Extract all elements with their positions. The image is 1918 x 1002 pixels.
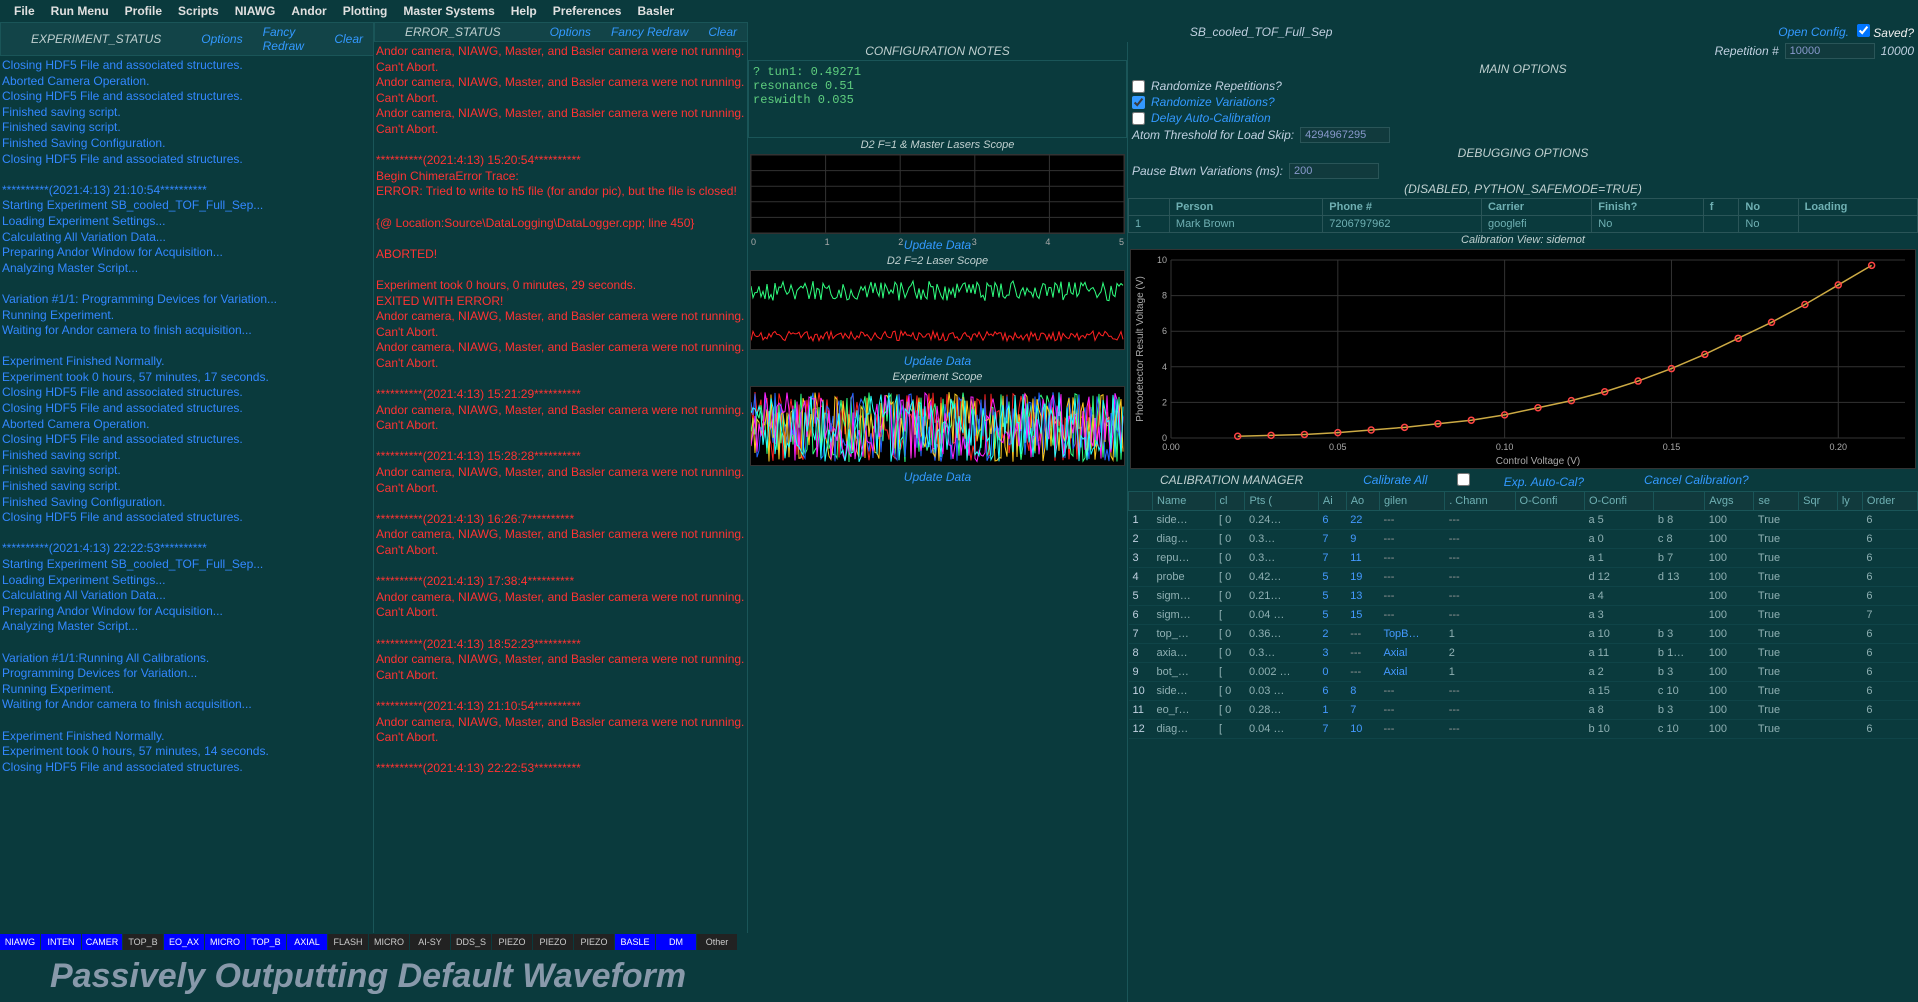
err-status-header: ERROR_STATUS Options Fancy Redraw Clear <box>374 22 748 42</box>
device-btn-piezo[interactable]: PIEZO <box>533 934 573 950</box>
big-status-text: Passively Outputting Default Waveform <box>0 951 748 1002</box>
svg-text:4: 4 <box>1162 362 1167 372</box>
experiment-log[interactable]: Closing HDF5 File and associated structu… <box>0 56 374 933</box>
svg-text:0: 0 <box>1162 433 1167 443</box>
svg-text:8: 8 <box>1162 291 1167 301</box>
device-btn-dds_s[interactable]: DDS_S <box>451 934 491 950</box>
exp-clear-link[interactable]: Clear <box>324 30 373 48</box>
svg-text:Photodetector Result Voltage (: Photodetector Result Voltage (V) <box>1135 276 1146 422</box>
device-button-row: NIAWGINTENCAMERTOP_BEO_AXMICROTOP_BAXIAL… <box>0 933 748 951</box>
err-options-link[interactable]: Options <box>540 23 601 41</box>
cal-chart-title: Calibration View: sidemot <box>1128 233 1918 247</box>
scope1-plot: 012345012345 <box>750 154 1125 234</box>
rand-var-label: Randomize Variations? <box>1151 95 1275 109</box>
svg-text:0.10: 0.10 <box>1496 442 1514 452</box>
exp-status-header: EXPERIMENT_STATUS Options Fancy Redraw C… <box>0 22 374 56</box>
device-btn-axial[interactable]: AXIAL <box>287 934 327 950</box>
menu-run-menu[interactable]: Run Menu <box>45 2 115 20</box>
calibration-chart: 0.00 0.05 0.10 0.15 0.20 0 2 4 6 8 10 Control Volta… <box>1130 249 1916 469</box>
err-status-title: ERROR_STATUS <box>375 23 531 41</box>
exp-auto-cal-label: Exp. Auto-Cal? <box>1474 475 1614 489</box>
main-options-title: MAIN OPTIONS <box>1128 60 1918 78</box>
svg-text:10: 10 <box>1157 255 1167 265</box>
scope3-plot <box>750 386 1125 466</box>
err-clear-link[interactable]: Clear <box>698 23 747 41</box>
device-btn-other[interactable]: Other <box>697 934 737 950</box>
svg-text:2: 2 <box>1162 397 1167 407</box>
svg-text:6: 6 <box>1162 326 1167 336</box>
device-btn-dm[interactable]: DM <box>656 934 696 950</box>
debug-options-title: DEBUGGING OPTIONS <box>1128 144 1918 162</box>
menu-preferences[interactable]: Preferences <box>547 2 628 20</box>
device-btn-top_b[interactable]: TOP_B <box>123 934 163 950</box>
config-notes-box[interactable]: ? tun1: 0.49271resonance 0.51reswidth 0.… <box>748 60 1127 138</box>
scope2-plot <box>750 270 1125 350</box>
exp-options-link[interactable]: Options <box>191 30 252 48</box>
scope3-update[interactable]: Update Data <box>748 468 1127 486</box>
svg-text:0.00: 0.00 <box>1162 442 1180 452</box>
menu-plotting[interactable]: Plotting <box>337 2 394 20</box>
menu-profile[interactable]: Profile <box>119 2 168 20</box>
config-name: SB_cooled_TOF_Full_Sep <box>752 25 1770 39</box>
rand-rep-checkbox[interactable] <box>1132 80 1145 93</box>
top-strip: SB_cooled_TOF_Full_Sep Open Config. Save… <box>748 22 1918 42</box>
exp-auto-cal-checkbox[interactable] <box>1457 473 1470 486</box>
device-btn-top_b[interactable]: TOP_B <box>246 934 286 950</box>
rep-input[interactable] <box>1785 43 1875 59</box>
calibrate-all-link[interactable]: Calibrate All <box>1333 473 1457 489</box>
svg-text:Control Voltage (V): Control Voltage (V) <box>1496 456 1581 467</box>
delay-auto-label: Delay Auto-Calibration <box>1151 111 1271 125</box>
exp-status-title: EXPERIMENT_STATUS <box>1 30 191 48</box>
device-btn-flash[interactable]: FLASH <box>328 934 368 950</box>
cancel-cal-link[interactable]: Cancel Calibration? <box>1614 473 1779 489</box>
atom-thresh-label: Atom Threshold for Load Skip: <box>1132 128 1294 142</box>
scope1-label: D2 F=1 & Master Lasers Scope <box>748 138 1127 152</box>
device-btn-piezo[interactable]: PIEZO <box>574 934 614 950</box>
menu-master-systems[interactable]: Master Systems <box>397 2 500 20</box>
rand-var-checkbox[interactable] <box>1132 96 1145 109</box>
err-redraw-link[interactable]: Fancy Redraw <box>601 23 698 41</box>
exp-redraw-link[interactable]: Fancy Redraw <box>253 23 325 55</box>
device-btn-camer[interactable]: CAMER <box>82 934 122 950</box>
cal-mgr-title: CALIBRATION MANAGER <box>1130 473 1333 489</box>
device-btn-basle[interactable]: BASLE <box>615 934 655 950</box>
menu-basler[interactable]: Basler <box>631 2 680 20</box>
device-btn-micro[interactable]: MICRO <box>369 934 409 950</box>
svg-text:0.05: 0.05 <box>1329 442 1347 452</box>
rep-display: 10000 <box>1881 44 1914 58</box>
device-btn-piezo[interactable]: PIEZO <box>492 934 532 950</box>
scope3-label: Experiment Scope <box>748 370 1127 384</box>
device-btn-niawg[interactable]: NIAWG <box>0 934 40 950</box>
rep-label: Repetition # <box>1715 44 1779 58</box>
scope2-update[interactable]: Update Data <box>748 352 1127 370</box>
scope2-label: D2 F=2 Laser Scope <box>748 254 1127 268</box>
menubar: FileRun MenuProfileScriptsNIAWGAndor Plot… <box>0 0 1918 22</box>
saved-checkbox[interactable]: Saved? <box>1857 24 1914 40</box>
device-btn-ai-sy[interactable]: AI-SY <box>410 934 450 950</box>
svg-text:0.20: 0.20 <box>1830 442 1848 452</box>
open-config-link[interactable]: Open Config. <box>1770 25 1857 39</box>
device-btn-inten[interactable]: INTEN <box>41 934 81 950</box>
delay-auto-checkbox[interactable] <box>1132 112 1145 125</box>
calibration-table[interactable]: NameclPts (AiAogilen. ChannO-ConfiO-Conf… <box>1128 491 1918 1002</box>
atom-thresh-input[interactable] <box>1300 127 1390 143</box>
device-btn-micro[interactable]: MICRO <box>205 934 245 950</box>
error-log[interactable]: Andor camera, NIAWG, Master, and Basler … <box>374 42 748 933</box>
menu-andor[interactable]: Andor <box>285 2 332 20</box>
pause-var-input[interactable] <box>1289 163 1379 179</box>
rand-rep-label: Randomize Repetitions? <box>1151 79 1282 93</box>
menu-help[interactable]: Help <box>505 2 543 20</box>
pause-var-label: Pause Btwn Variations (ms): <box>1132 164 1283 178</box>
disabled-label: (DISABLED, PYTHON_SAFEMODE=TRUE) <box>1128 180 1918 198</box>
device-btn-eo_ax[interactable]: EO_AX <box>164 934 204 950</box>
person-table[interactable]: PersonPhone #CarrierFinish?fNoLoading1Ma… <box>1128 198 1918 233</box>
menu-file[interactable]: File <box>8 2 41 20</box>
menu-niawg[interactable]: NIAWG <box>229 2 282 20</box>
config-notes-title: CONFIGURATION NOTES <box>748 42 1127 60</box>
menu-scripts[interactable]: Scripts <box>172 2 225 20</box>
svg-text:0.15: 0.15 <box>1663 442 1681 452</box>
